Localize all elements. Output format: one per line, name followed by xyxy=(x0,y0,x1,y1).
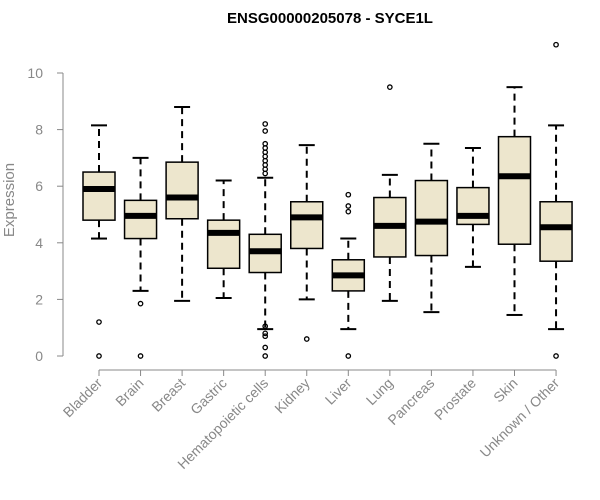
x-tick-label: Unknown / Other xyxy=(477,375,563,461)
outlier-point xyxy=(553,41,559,48)
outlier-point xyxy=(345,191,352,198)
box-iqr xyxy=(82,171,116,221)
outlier-point xyxy=(137,300,144,307)
outlier-point xyxy=(96,319,102,325)
x-tick-label: Skin xyxy=(490,375,521,406)
x-tick-label: Kidney xyxy=(271,375,313,417)
outlier-point xyxy=(262,344,269,351)
box-iqr xyxy=(206,219,241,270)
box-6 xyxy=(331,191,366,359)
outlier-point xyxy=(262,121,269,127)
outlier-point xyxy=(262,330,269,337)
outlier-point xyxy=(262,170,269,177)
box-9 xyxy=(456,146,490,268)
x-tick-label: Bladder xyxy=(60,375,106,421)
outlier-point xyxy=(386,84,393,91)
box-iqr xyxy=(290,201,324,250)
y-tick-label: 2 xyxy=(35,291,43,307)
outlier-point xyxy=(345,203,352,209)
box-7 xyxy=(373,84,407,302)
outlier-point xyxy=(303,336,310,342)
box-4 xyxy=(248,121,282,359)
box-8 xyxy=(414,142,449,314)
y-tick-label: 0 xyxy=(35,348,43,364)
outlier-point xyxy=(96,353,102,359)
x-tick-label: Breast xyxy=(148,375,188,415)
x-tick-label: Brain xyxy=(112,375,146,409)
x-tick-label: Lung xyxy=(363,375,396,408)
outlier-point xyxy=(345,353,352,359)
y-tick-label: 6 xyxy=(35,178,43,194)
outlier-point xyxy=(262,353,269,359)
outlier-point xyxy=(262,128,269,134)
outlier-point xyxy=(345,208,352,215)
x-tick-label: Liver xyxy=(322,375,355,408)
box-10 xyxy=(497,86,532,316)
outlier-point xyxy=(137,353,144,359)
box-0 xyxy=(82,124,116,359)
outlier-point xyxy=(262,323,269,330)
y-tick-label: 10 xyxy=(27,65,43,81)
axes: 0 2 4 6 8 10 xyxy=(27,65,557,376)
outlier-point xyxy=(262,333,269,340)
boxes-group xyxy=(82,41,573,359)
chart-title: ENSG00000205078 - SYCE1L xyxy=(227,10,433,27)
box-iqr xyxy=(539,201,573,262)
y-tick-label: 8 xyxy=(35,122,43,138)
outlier-point xyxy=(553,353,559,359)
y-axis-label: Expression xyxy=(1,163,18,237)
y-tick-label: 4 xyxy=(35,235,43,251)
box-2 xyxy=(165,105,199,302)
box-3 xyxy=(206,179,241,299)
box-iqr xyxy=(497,135,532,245)
box-iqr xyxy=(165,161,199,220)
box-1 xyxy=(123,156,158,359)
x-tick-label: Prostate xyxy=(431,375,479,423)
box-11 xyxy=(539,41,573,359)
box-5 xyxy=(290,144,324,342)
box-iqr xyxy=(123,199,158,240)
box-iqr xyxy=(414,179,449,257)
